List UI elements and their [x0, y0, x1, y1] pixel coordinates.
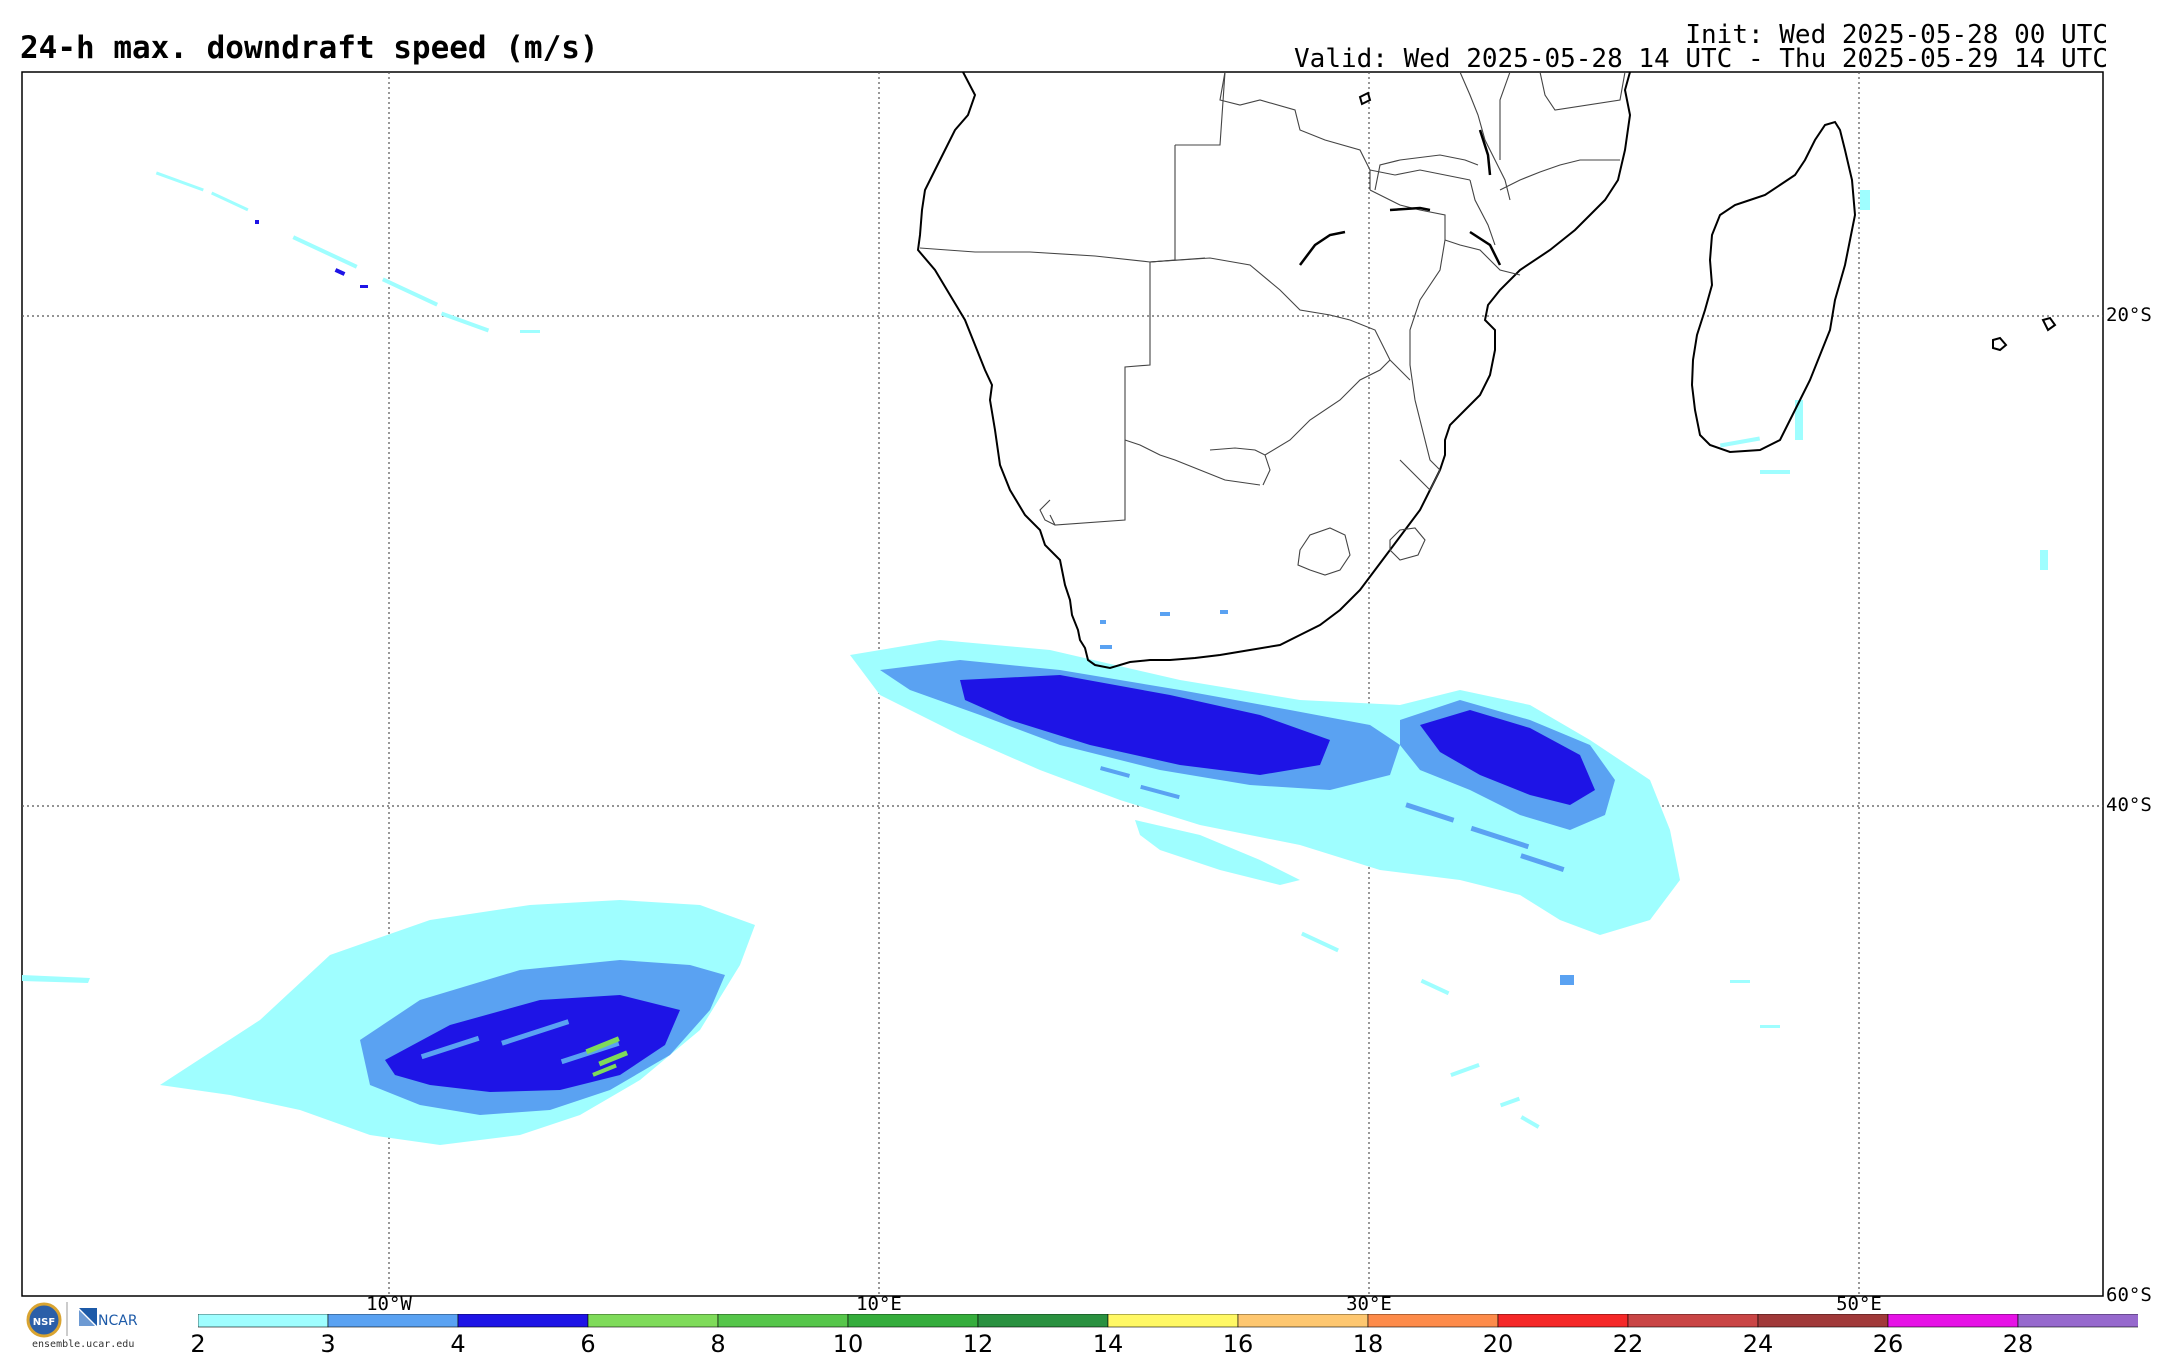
colorbar-segment — [977, 1314, 1109, 1328]
colorbar-tick-label: 6 — [580, 1330, 596, 1358]
downdraft-field-scattered — [155, 171, 2048, 1028]
lon-label-10e: 10°E — [856, 1293, 902, 1315]
colorbar-tick-label: 12 — [962, 1330, 994, 1358]
colorbar-tick-label: 4 — [450, 1330, 466, 1358]
colorbar-segment — [1887, 1314, 2019, 1328]
colorbar-tick-label: 22 — [1612, 1330, 1644, 1358]
nsf-ncar-logo: NSF NCAR — [26, 1302, 138, 1338]
colorbar-tick-label: 28 — [2002, 1330, 2034, 1358]
downdraft-field-south-africa — [850, 610, 1680, 1129]
coastlines — [916, 72, 2057, 670]
colorbar — [198, 1314, 2138, 1328]
colorbar-segment — [1367, 1314, 1499, 1328]
nsf-logo-icon — [26, 1302, 62, 1338]
svg-text:NSF: NSF — [33, 1317, 55, 1328]
country-borders — [919, 72, 1626, 576]
lon-label-30e: 30°E — [1346, 1293, 1392, 1315]
colorbar-segment — [198, 1314, 329, 1328]
site-url: ensemble.ucar.edu — [32, 1339, 135, 1350]
colorbar-tick-label: 2 — [190, 1330, 206, 1358]
colorbar-segment — [1107, 1314, 1239, 1328]
init-time: Init: Wed 2025-05-28 00 UTC — [1685, 20, 2108, 50]
colorbar-tick-label: 16 — [1222, 1330, 1254, 1358]
colorbar-tick-label: 14 — [1092, 1330, 1124, 1358]
colorbar-tick-label: 18 — [1352, 1330, 1384, 1358]
ncar-logo-icon — [79, 1308, 97, 1326]
colorbar-segment — [457, 1314, 589, 1328]
colorbar-segment — [587, 1314, 719, 1328]
colorbar-segment — [717, 1314, 849, 1328]
map-title: 24-h max. downdraft speed (m/s) — [20, 30, 599, 66]
colorbar-tick-label: 10 — [832, 1330, 864, 1358]
colorbar-tick-label: 3 — [320, 1330, 336, 1358]
lon-label-10w: 10°W — [366, 1293, 412, 1315]
colorbar-segment — [327, 1314, 459, 1328]
colorbar-tick-label: 24 — [1742, 1330, 1774, 1358]
colorbar-segment — [1497, 1314, 1629, 1328]
colorbar-segment — [1237, 1314, 1369, 1328]
lat-label-20s: 20°S — [2106, 304, 2152, 326]
colorbar-segment — [2017, 1314, 2138, 1328]
downdraft-field-atlantic — [22, 900, 755, 1145]
colorbar-segment — [1627, 1314, 1759, 1328]
valid-time: Valid: Wed 2025-05-28 14 UTC - Thu 2025-… — [1294, 44, 2108, 74]
colorbar-segment — [1757, 1314, 1889, 1328]
lat-label-60s: 60°S — [2106, 1284, 2152, 1306]
lat-label-40s: 40°S — [2106, 794, 2152, 816]
colorbar-segment — [847, 1314, 979, 1328]
lon-label-50e: 50°E — [1836, 1293, 1882, 1315]
colorbar-tick-label: 20 — [1482, 1330, 1514, 1358]
colorbar-tick-label: 8 — [710, 1330, 726, 1358]
colorbar-tick-label: 26 — [1872, 1330, 1904, 1358]
svg-text:NCAR: NCAR — [98, 1313, 138, 1329]
